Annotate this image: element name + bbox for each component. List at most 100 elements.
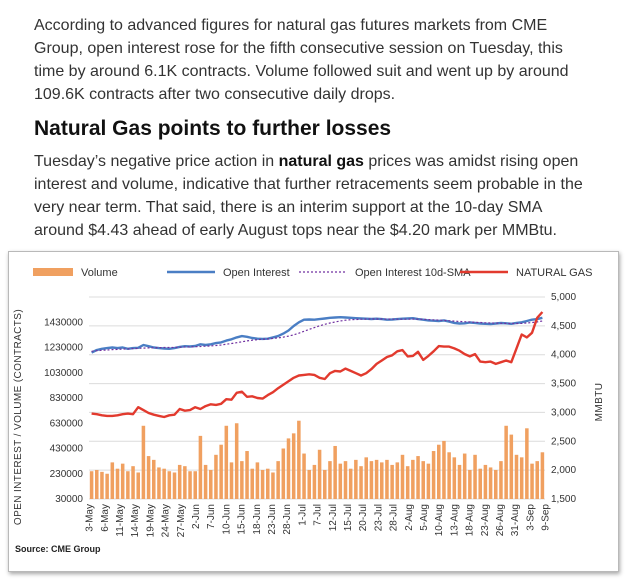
volume-bar [209, 469, 213, 499]
volume-bar [488, 467, 493, 499]
volume-bar [141, 425, 146, 499]
y-tick-label: 230000 [50, 469, 84, 480]
x-tick-label: 28-Jul [389, 504, 400, 531]
section-heading: Natural Gas points to further losses [34, 117, 392, 140]
volume-bar [437, 444, 441, 499]
volume-bar [291, 433, 296, 499]
volume-bar [260, 469, 265, 499]
analysis-paragraph: Tuesday’s negative price action in natur… [34, 150, 594, 242]
volume-bar [323, 469, 327, 499]
volume-bar [219, 444, 223, 499]
volume-bar [514, 454, 519, 499]
volume-bar [240, 461, 244, 499]
y-tick-label: 1030000 [44, 368, 83, 379]
y-tick-label: 430000 [50, 444, 84, 455]
volume-bar [390, 464, 394, 499]
volume-bar [177, 464, 182, 499]
y-tick-label: 630000 [50, 418, 84, 429]
y2-tick-label: 4,000 [551, 350, 576, 361]
volume-bar [271, 472, 275, 499]
volume-bars [89, 420, 545, 499]
x-tick-label: 7-Jun [206, 504, 217, 529]
analysis-text-start: Tuesday’s negative price action in [34, 153, 279, 170]
volume-bar [411, 459, 415, 499]
x-tick-label: 7-Jul [313, 504, 324, 526]
volume-bar [494, 469, 498, 499]
y-tick-label: 30000 [55, 494, 83, 505]
x-tick-label: 23-Jul [373, 504, 384, 531]
x-tick-label: 11-May [115, 504, 126, 537]
x-tick-label: 2-Aug [404, 504, 415, 531]
volume-bar [364, 457, 368, 499]
volume-bar [250, 468, 254, 499]
x-tick-label: 14-May [130, 504, 141, 537]
x-tick-label: 26-Aug [495, 504, 506, 536]
volume-bar [369, 461, 374, 499]
volume-bar [120, 463, 125, 499]
volume-bar [385, 459, 389, 499]
volume-bar [297, 420, 301, 499]
x-tick-label: 13-Aug [449, 504, 460, 536]
x-tick-label: 18-Jun [252, 504, 263, 535]
volume-bar [100, 471, 104, 499]
x-tick-label: 15-Jul [343, 504, 354, 531]
volume-bar [89, 471, 94, 499]
volume-bar [183, 466, 187, 499]
volume-bar [167, 471, 172, 499]
x-tick-label: 18-Aug [465, 504, 476, 536]
y2-tick-label: 2,500 [551, 436, 576, 447]
volume-bar [478, 468, 482, 499]
volume-bar [307, 469, 311, 499]
volume-bar [462, 453, 467, 499]
volume-bar [348, 468, 353, 499]
x-tick-label: 1-Jul [297, 504, 308, 526]
volume-bar [509, 434, 514, 499]
open-interest-line [91, 316, 543, 354]
volume-bar [343, 461, 348, 499]
volume-bar [234, 423, 239, 499]
volume-bar [136, 472, 140, 499]
volume-bar [302, 453, 306, 499]
x-tick-label: 28-Jun [282, 504, 293, 535]
y2-tick-label: 2,000 [551, 465, 576, 476]
axes: 30000 230000 430000 630000 830000 1030000 1230… [44, 292, 576, 537]
x-tick-label: 5-Aug [419, 504, 430, 531]
volume-bar [317, 449, 322, 499]
volume-bar [333, 445, 337, 499]
series-lines [91, 311, 544, 419]
volume-bar [146, 456, 151, 499]
x-tick-label: 24-May [161, 504, 172, 537]
volume-bar [224, 425, 229, 499]
volume-bar [198, 435, 203, 499]
x-tick-label: 15-Jun [237, 504, 248, 535]
volume-bar [157, 467, 161, 499]
natural-gas-line [91, 311, 544, 419]
volume-bar [380, 462, 384, 499]
y2-tick-label: 3,000 [551, 407, 576, 418]
x-tick-label: 20-Jul [358, 504, 369, 531]
volume-bar [473, 454, 477, 499]
y2-tick-label: 5,000 [551, 292, 576, 303]
volume-bar [193, 471, 197, 499]
volume-bar [468, 469, 472, 499]
y-axis-title: OPEN INTEREST / VOLUME (CONTRACTS) [13, 309, 24, 525]
volume-bar [162, 468, 166, 499]
volume-bar [255, 462, 260, 499]
x-tick-label: 19-May [145, 504, 156, 537]
volume-bar [359, 466, 363, 499]
y2-tick-label: 3,500 [551, 379, 576, 390]
volume-bar [405, 466, 410, 499]
volume-bar [312, 464, 317, 499]
volume-bar [188, 471, 192, 499]
volume-bar [115, 468, 120, 499]
x-tick-label: 10-Jun [221, 504, 232, 535]
x-tick-label: 31-Aug [510, 504, 521, 536]
natural-gas-link-text: natural gas [278, 153, 364, 170]
volume-bar [530, 463, 534, 499]
volume-bar [126, 471, 130, 499]
volume-bar [203, 464, 208, 499]
volume-bar [426, 463, 431, 499]
x-tick-label: 23-Jun [267, 504, 278, 535]
x-tick-label: 23-Aug [480, 504, 491, 536]
volume-bar [457, 464, 462, 499]
